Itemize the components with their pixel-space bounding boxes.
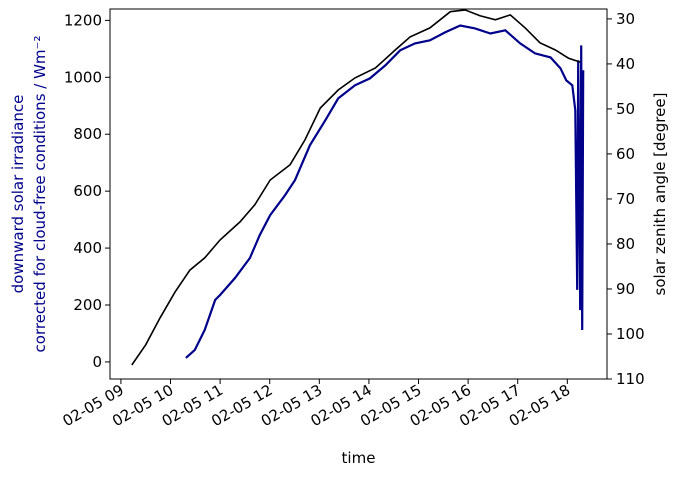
y2-axis-label: solar zenith angle [degree] xyxy=(651,93,669,296)
y2-tick-label: 40 xyxy=(616,55,635,73)
y-tick-label: 200 xyxy=(73,296,102,314)
y2-tick-label: 60 xyxy=(616,145,635,163)
data-line xyxy=(185,24,585,359)
y2-tick-label: 110 xyxy=(616,370,645,388)
y2-tick-label: 80 xyxy=(616,235,635,253)
y-tick-label: 1200 xyxy=(64,11,102,29)
y2-tick-label: 100 xyxy=(616,325,645,343)
y-axis-label: downward solar irradiance xyxy=(9,95,27,294)
y-axis-label: corrected for cloud-free conditions / Wm… xyxy=(31,36,49,353)
y-tick-label: 800 xyxy=(73,125,102,143)
x-axis-label: time xyxy=(342,449,376,467)
y2-tick-label: 90 xyxy=(616,280,635,298)
y2-tick-label: 70 xyxy=(616,190,635,208)
y-tick-label: 0 xyxy=(92,353,102,371)
data-line xyxy=(131,9,581,366)
y-tick-label: 1000 xyxy=(64,68,102,86)
y2-tick-label: 30 xyxy=(616,10,635,28)
y-tick-label: 600 xyxy=(73,182,102,200)
plot-frame xyxy=(109,8,608,380)
y-tick-label: 400 xyxy=(73,239,102,257)
y2-tick-label: 50 xyxy=(616,100,635,118)
